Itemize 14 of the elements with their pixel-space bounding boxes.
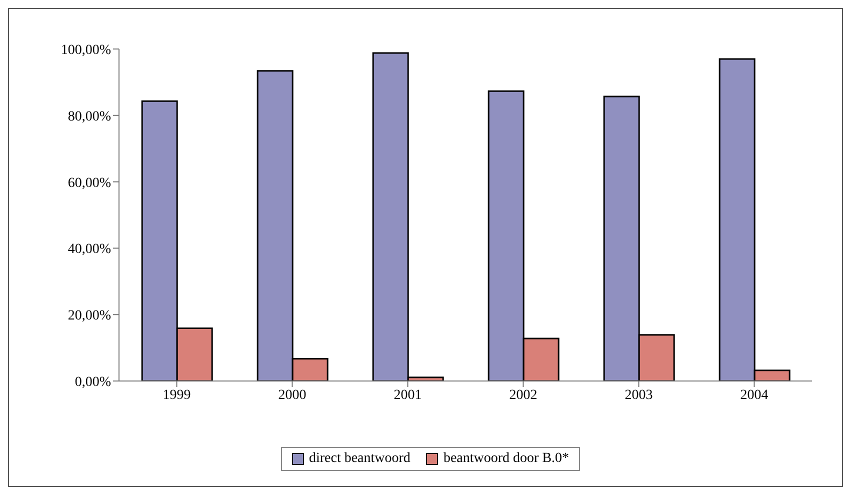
- x-tick-label: 2000: [278, 388, 306, 403]
- x-tick-label: 2002: [509, 388, 538, 403]
- y-tick-label: 80,00%: [68, 109, 112, 124]
- y-tick-label: 100,00%: [60, 42, 112, 58]
- y-tick-label: 20,00%: [68, 308, 112, 324]
- y-tick-label: 60,00%: [68, 176, 112, 191]
- legend-label: beantwoord door B.0*: [442, 451, 570, 467]
- y-tick-label: 0,00%: [74, 374, 112, 390]
- y-tick-label: 40,00%: [68, 242, 112, 258]
- x-tick-label: 1999: [162, 388, 191, 403]
- legend-label: direct beantwoord: [308, 451, 410, 467]
- x-tick-label: 2001: [394, 388, 422, 403]
- x-tick-label: 2003: [624, 388, 653, 403]
- x-tick-label: 2004: [740, 388, 768, 403]
